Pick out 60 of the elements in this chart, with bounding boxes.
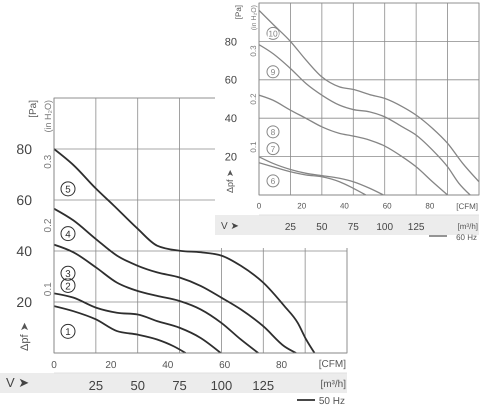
text: 60 Hz [456, 233, 477, 242]
x-tick-label: 50 [316, 222, 328, 234]
x-tick-label: 75 [172, 378, 187, 394]
series-label: 3 [65, 269, 72, 280]
legend-label: 7 [270, 144, 276, 154]
annotation: V ➤ [221, 221, 239, 232]
x-axis-title: [m³/h] [458, 222, 478, 231]
text: 8 [270, 127, 276, 138]
y-tick-label: 80 [16, 140, 32, 157]
y2-tick-label: 0.3 [249, 44, 258, 57]
x-tick-label: 25 [284, 222, 296, 234]
y-axis-title: [Pa] [234, 5, 243, 20]
series-label: 6 [270, 176, 276, 186]
x-tick-label: 125 [252, 378, 274, 394]
x2-tick-label: 0 [51, 360, 58, 372]
x2-tick-label: 20 [297, 202, 307, 211]
x2-tick-label: 0 [256, 202, 262, 211]
text: Δpf ➤ [19, 322, 31, 351]
series-label: 1 [65, 327, 71, 338]
x-axis-title: [m³/h] [320, 379, 346, 390]
x-tick-label: 100 [210, 378, 232, 394]
annotation: Δpf ➤ [225, 168, 235, 193]
x-tick-label: 100 [376, 222, 394, 234]
x2-tick-label: 40 [162, 360, 174, 372]
y-tick-label: 40 [16, 242, 32, 259]
y-axis-title: [Pa] [28, 100, 39, 118]
series-label: 9 [270, 67, 276, 78]
line-series [54, 305, 186, 353]
y2-tick-label: 0.2 [249, 92, 258, 105]
line-series [54, 244, 260, 353]
y2-tick-label: 0.1 [249, 140, 258, 153]
line-series [54, 208, 297, 353]
x2-tick-label: 80 [276, 360, 288, 372]
y-tick-label: 40 [224, 113, 237, 126]
x-tick-label: 75 [348, 222, 360, 234]
y-tick-label: 60 [16, 192, 32, 208]
x2-tick-label: 20 [105, 360, 117, 372]
x-tick-label: 25 [88, 378, 104, 394]
y-tick-label: 60 [224, 74, 237, 87]
x2-axis-title: [CFM] [318, 359, 346, 370]
y2-tick-label: 0.3 [43, 154, 54, 169]
x2-tick-label: 60 [382, 202, 392, 211]
x2-tick-label: 40 [340, 202, 350, 211]
y-tick-label: 20 [16, 294, 32, 310]
text: 50 Hz [318, 396, 345, 407]
y-tick-label: 20 [224, 152, 237, 164]
x2-tick-label: 80 [425, 202, 435, 211]
x-tick-label: 50 [130, 378, 145, 394]
y2-tick-label: 0.1 [43, 282, 54, 296]
series-label: 4 [65, 229, 72, 240]
legend-label: 2 [65, 281, 71, 292]
y-tick-label: 80 [224, 36, 237, 48]
x-tick-label: 125 [408, 222, 425, 234]
series-label: 5 [65, 184, 72, 196]
line-series [54, 292, 222, 353]
x2-axis-title: [CFM] [456, 202, 478, 211]
text: V ➤ [6, 375, 30, 390]
series-label: 10 [268, 28, 278, 39]
y2-axis-title: (in H₂O) [43, 100, 53, 132]
y2-tick-label: 0.2 [43, 218, 54, 232]
